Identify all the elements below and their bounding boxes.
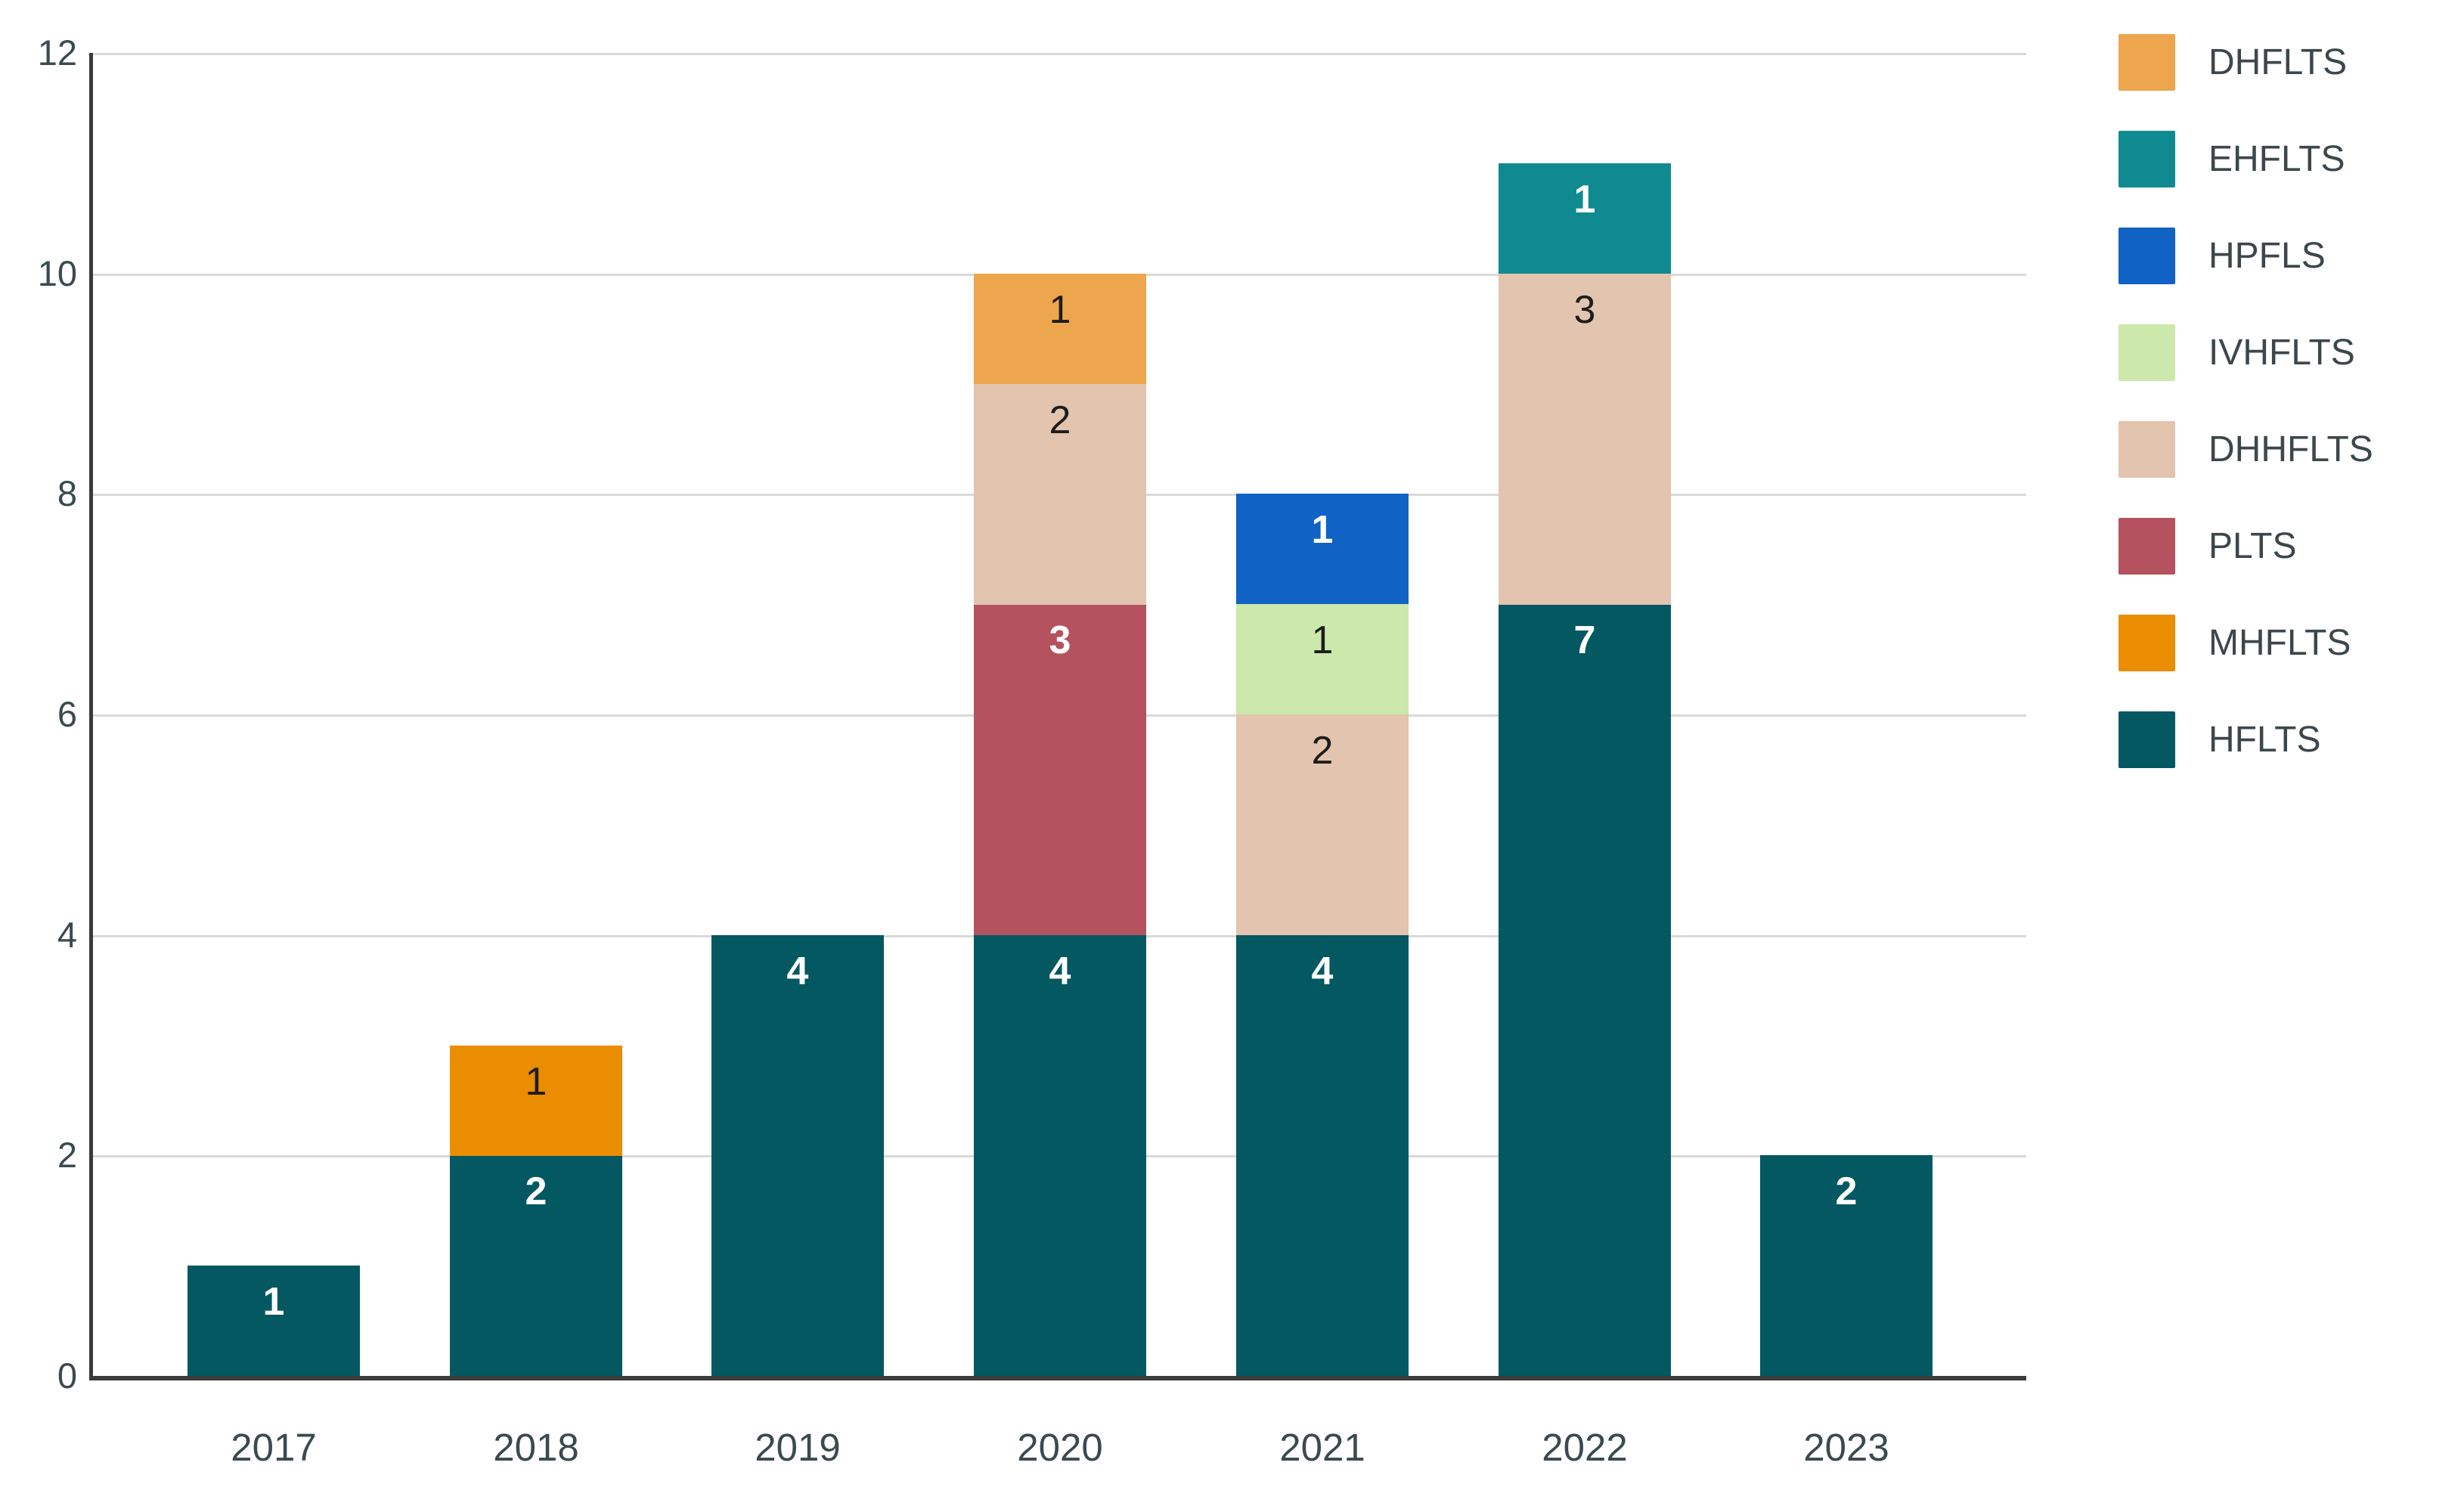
y-tick-label-2: 2 <box>57 1135 77 1175</box>
segment-value-label-HFLTS-2022: 7 <box>1573 618 1596 662</box>
bar-segment-DHHFLTS-2020[interactable] <box>974 384 1146 605</box>
bar-segment-HFLTS-2019[interactable] <box>711 935 884 1376</box>
segment-value-label-DHHFLTS-2022: 3 <box>1573 288 1596 332</box>
legend-label-EHFLTS: EHFLTS <box>2208 138 2345 179</box>
bar-segment-HFLTS-2021[interactable] <box>1236 935 1409 1376</box>
legend-swatch-HFLTS <box>2119 711 2175 768</box>
legend-label-IVHFLTS: IVHFLTS <box>2208 332 2355 373</box>
y-tick-label-8: 8 <box>57 473 77 513</box>
y-tick-label-4: 4 <box>57 915 77 955</box>
x-axis-line <box>89 1376 2026 1380</box>
segment-value-label-MHFLTS-2018: 1 <box>525 1060 547 1104</box>
bar-segment-EHFLTS-2022[interactable] <box>1499 163 1671 274</box>
x-tick-label-2019: 2019 <box>755 1426 841 1469</box>
legend-item-EHFLTS: EHFLTS <box>2119 131 2345 187</box>
bar-segment-HFLTS-2023[interactable] <box>1760 1155 1933 1376</box>
legend-item-HPFLS: HPFLS <box>2119 228 2326 284</box>
bar-segment-DHHFLTS-2021[interactable] <box>1236 714 1409 935</box>
bar-segment-HPFLS-2021[interactable] <box>1236 494 1409 604</box>
bar-segment-HFLTS-2017[interactable] <box>188 1266 360 1376</box>
segment-value-label-DHFLTS-2020: 1 <box>1049 288 1071 332</box>
legend-swatch-EHFLTS <box>2119 131 2175 187</box>
x-tick-label-2023: 2023 <box>1803 1426 1889 1469</box>
y-tick-label-6: 6 <box>57 694 77 734</box>
x-tick-label-2021: 2021 <box>1279 1426 1365 1469</box>
legend-swatch-DHFLTS <box>2119 34 2175 91</box>
segment-value-label-HFLTS-2021: 4 <box>1311 950 1334 993</box>
y-tick-label-0: 0 <box>57 1356 77 1396</box>
y-tick-label-10: 10 <box>37 253 77 293</box>
segment-value-label-HFLTS-2018: 2 <box>525 1170 547 1213</box>
bar-segment-DHHFLTS-2022[interactable] <box>1499 274 1671 605</box>
legend-label-DHFLTS: DHFLTS <box>2208 42 2348 82</box>
legend-item-PLTS: PLTS <box>2119 518 2296 575</box>
legend-label-HFLTS: HFLTS <box>2208 719 2321 760</box>
segment-value-label-HFLTS-2017: 1 <box>262 1280 285 1324</box>
segment-value-label-EHFLTS-2022: 1 <box>1573 178 1596 222</box>
bar-segment-MHFLTS-2018[interactable] <box>450 1046 622 1156</box>
legend-swatch-MHFLTS <box>2119 615 2175 671</box>
segment-value-label-HPFLS-2021: 1 <box>1311 508 1334 552</box>
y-tick-label-12: 12 <box>37 33 77 73</box>
segment-value-label-HFLTS-2019: 4 <box>786 950 809 993</box>
bar-segment-HFLTS-2020[interactable] <box>974 935 1146 1376</box>
legend-item-IVHFLTS: IVHFLTS <box>2119 324 2355 381</box>
legend-item-DHFLTS: DHFLTS <box>2119 34 2347 91</box>
legend-label-PLTS: PLTS <box>2208 525 2297 566</box>
y-axis-line <box>89 53 93 1380</box>
legend-item-MHFLTS: MHFLTS <box>2119 615 2351 671</box>
x-tick-label-2017: 2017 <box>231 1426 317 1469</box>
segment-value-label-DHHFLTS-2021: 2 <box>1311 729 1334 773</box>
legend-label-MHFLTS: MHFLTS <box>2208 622 2351 663</box>
legend-swatch-PLTS <box>2119 518 2175 575</box>
gridline-y-12 <box>89 53 2026 55</box>
legend-swatch-DHHFLTS <box>2119 421 2175 478</box>
bar-segment-HFLTS-2022[interactable] <box>1499 604 1671 1376</box>
legend-label-DHHFLTS: DHHFLTS <box>2208 429 2373 469</box>
segment-value-label-HFLTS-2023: 2 <box>1835 1170 1858 1213</box>
legend-swatch-HPFLS <box>2119 228 2175 284</box>
x-tick-label-2022: 2022 <box>1542 1426 1628 1469</box>
legend-item-DHHFLTS: DHHFLTS <box>2119 421 2373 478</box>
x-tick-label-2018: 2018 <box>493 1426 579 1469</box>
bar-segment-IVHFLTS-2021[interactable] <box>1236 604 1409 714</box>
segment-value-label-DHHFLTS-2020: 2 <box>1049 398 1071 442</box>
legend-item-HFLTS: HFLTS <box>2119 711 2320 768</box>
legend-label-HPFLS: HPFLS <box>2208 235 2326 276</box>
segment-value-label-IVHFLTS-2021: 1 <box>1311 618 1334 662</box>
segment-value-label-HFLTS-2020: 4 <box>1049 950 1071 993</box>
x-tick-label-2020: 2020 <box>1017 1426 1103 1469</box>
legend-swatch-IVHFLTS <box>2119 324 2175 381</box>
bar-segment-PLTS-2020[interactable] <box>974 604 1146 935</box>
bar-segment-DHFLTS-2020[interactable] <box>974 274 1146 384</box>
segment-value-label-PLTS-2020: 3 <box>1049 618 1071 662</box>
bar-segment-HFLTS-2018[interactable] <box>450 1155 622 1376</box>
